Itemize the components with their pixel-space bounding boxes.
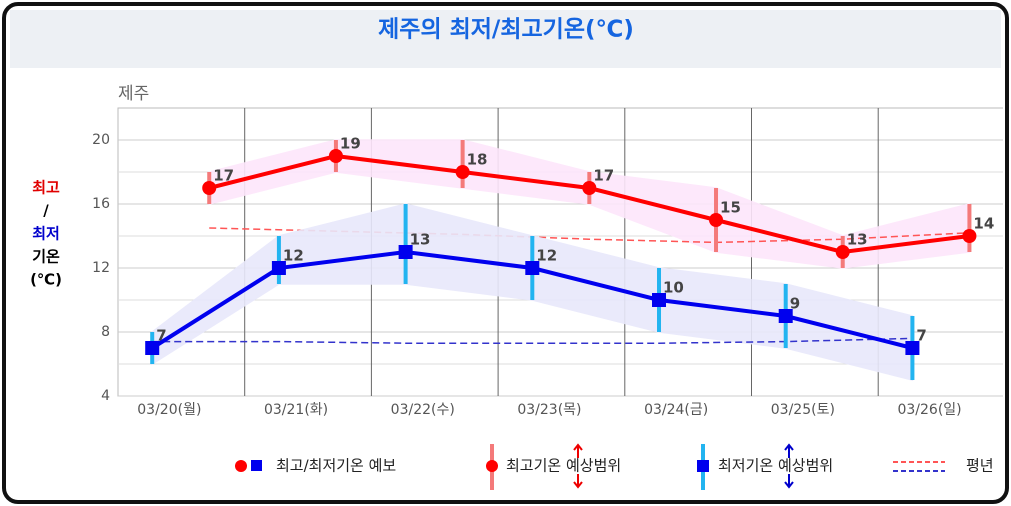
y-axis-label: / [43, 202, 49, 220]
x-tick-label: 03/25(토) [771, 402, 835, 418]
data-label: 12 [283, 247, 304, 265]
point [271, 261, 286, 275]
point [778, 309, 793, 323]
data-label: 13 [847, 231, 868, 249]
legend-marker [235, 460, 247, 472]
data-label: 18 [467, 151, 488, 169]
x-tick-label: 03/26(일) [897, 402, 961, 418]
point [328, 149, 343, 163]
point [582, 181, 597, 195]
point [652, 293, 667, 307]
legend-label: 최저기온 예상범위 [718, 457, 833, 475]
data-label: 13 [410, 231, 431, 249]
legend-arrow [784, 443, 794, 489]
data-label: 7 [156, 327, 166, 345]
legend-label: 최고기온 예상범위 [506, 457, 621, 475]
legend-label: 최고/최저기온 예보 [276, 457, 396, 475]
data-label: 14 [973, 215, 994, 233]
point [525, 261, 540, 275]
legend-marker [697, 460, 709, 472]
x-tick-label: 03/23(목) [517, 402, 581, 418]
x-tick-label: 03/22(수) [391, 402, 455, 418]
plot: 4 8 12 16 20 03/20(월) 03/21(화) 03/22(수) 03/23(목)… [92, 107, 1003, 418]
point [398, 245, 413, 259]
x-tick-label: 03/24(금) [644, 402, 708, 418]
legend-label: 평년 [966, 457, 994, 475]
point [835, 245, 850, 259]
y-tick-label: 4 [101, 388, 110, 404]
point [905, 341, 920, 355]
point [455, 165, 470, 179]
point [962, 229, 977, 243]
y-tick-label: 12 [92, 260, 110, 276]
y-tick-label: 8 [101, 324, 110, 340]
point [709, 213, 724, 227]
legend-marker [251, 460, 262, 471]
y-axis-label: 기온 [32, 248, 60, 266]
legend-marker [486, 460, 498, 472]
data-label: 17 [213, 167, 234, 185]
y-axis-label: 최고 [32, 179, 60, 197]
data-label: 15 [720, 199, 741, 217]
y-axis-label: 최저 [32, 225, 60, 243]
title-bar [10, 10, 1001, 68]
data-label: 10 [663, 279, 684, 297]
data-label: 7 [916, 327, 926, 345]
x-tick-label: 03/20(월) [137, 402, 201, 418]
data-label: 9 [790, 295, 800, 313]
y-tick-label: 20 [92, 132, 110, 148]
data-label: 19 [340, 135, 361, 153]
legend-arrow [573, 443, 583, 489]
region-label: 제주 [118, 84, 149, 104]
data-label: 12 [536, 247, 557, 265]
x-tick-label: 03/21(화) [264, 402, 328, 418]
y-tick-label: 16 [92, 196, 110, 212]
chart-title: 제주의 최저/최고기온(℃) [378, 17, 634, 43]
data-label: 17 [593, 167, 614, 185]
point [202, 181, 217, 195]
point [145, 341, 160, 355]
y-axis-label: (℃) [30, 271, 62, 289]
